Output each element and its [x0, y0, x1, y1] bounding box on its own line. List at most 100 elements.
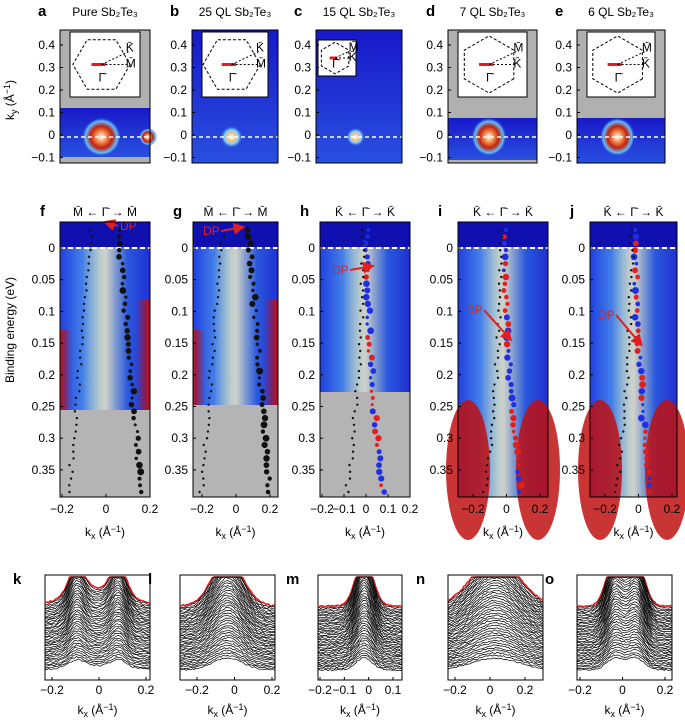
band-dot	[135, 429, 140, 434]
axis-label-part: x	[489, 531, 494, 541]
spectrum	[447, 639, 544, 658]
spectrum	[180, 590, 276, 628]
spectrum	[447, 629, 544, 650]
axis-label-part: k	[340, 703, 347, 717]
band-dot	[263, 469, 270, 475]
band-dot	[202, 463, 205, 467]
spectrum	[317, 639, 403, 660]
axis-label: kx (Å−1)	[215, 524, 255, 541]
band-dot	[249, 300, 256, 307]
spectrum	[317, 647, 403, 665]
axis-label-part: k	[85, 525, 92, 539]
panel-letter: a	[38, 3, 47, 20]
band-dot	[498, 269, 501, 272]
y-tick-label: 0.3	[568, 431, 585, 445]
axis-label: kx (Å−1)	[604, 702, 644, 719]
spectrum	[317, 644, 403, 664]
y-tick-label: 0.3	[38, 61, 55, 75]
band-dot	[491, 410, 495, 413]
band-dot	[133, 443, 138, 447]
band-dot	[361, 302, 365, 306]
band-dot	[353, 410, 356, 413]
band-dot	[260, 429, 266, 434]
spectrum	[317, 615, 403, 644]
map-spot	[81, 117, 122, 157]
axis-label-part: k	[207, 703, 214, 717]
bz-label: Γ̄	[332, 57, 341, 71]
cut-header: K̄ ← Γ̄ → K̄	[604, 205, 664, 219]
band-dot	[258, 349, 262, 353]
frame	[179, 574, 276, 681]
axis-label-part: )	[3, 80, 17, 84]
band-dot	[504, 294, 509, 300]
band-dot	[367, 327, 375, 335]
spectrum	[179, 657, 276, 671]
y-tick-label: 0.4	[38, 38, 55, 52]
frame	[589, 221, 678, 498]
band-dot	[82, 309, 86, 312]
axis-label-part: )	[650, 525, 654, 539]
band-dot	[641, 409, 645, 413]
band-dot	[632, 255, 635, 259]
band-dot	[631, 247, 638, 254]
bz-label: K̄	[642, 57, 650, 71]
band-dot	[622, 430, 625, 433]
spectrum	[179, 612, 276, 642]
cut-header: K̄ ← Γ̄ → K̄	[473, 205, 533, 219]
band-dot	[366, 307, 374, 314]
band-dot	[376, 462, 382, 469]
spectrum	[317, 623, 403, 649]
band-dot	[261, 441, 268, 449]
spectrum	[447, 657, 544, 670]
spectrum	[44, 620, 151, 644]
band-dot	[361, 289, 365, 292]
axis-label-part: −1	[371, 524, 381, 534]
band-dot	[625, 369, 629, 373]
band-dot	[252, 293, 259, 301]
bz-label: M̄	[256, 57, 266, 71]
band-dot	[252, 315, 256, 320]
band-dot	[217, 289, 221, 292]
map-spot	[599, 117, 636, 157]
band-dot	[500, 275, 503, 279]
band-dot	[251, 288, 255, 293]
spectrum	[576, 623, 673, 651]
band-dot	[358, 356, 361, 359]
axis-label-part: )	[121, 525, 125, 539]
panel-title: Pure Sb₂Te₃	[72, 5, 138, 19]
band-dot	[375, 435, 382, 442]
spectrum	[447, 576, 543, 613]
axis-label-part: x	[221, 531, 226, 541]
band-dot	[89, 228, 92, 232]
band-dot	[634, 347, 641, 354]
axis-label: kx (Å−1)	[475, 702, 515, 719]
band-dot	[369, 381, 375, 388]
panel-letter: k	[13, 571, 22, 588]
band-dot	[89, 242, 93, 245]
frame	[59, 29, 151, 164]
band-dot	[627, 295, 630, 299]
band-dot	[369, 376, 373, 380]
band-dot	[376, 449, 382, 455]
spectrum	[44, 596, 151, 627]
band-dot	[122, 301, 128, 307]
spectrum	[447, 649, 544, 664]
band-dot	[366, 341, 372, 347]
spectrum	[45, 611, 151, 637]
band-dot	[251, 281, 256, 286]
band-dot	[364, 300, 372, 308]
band-dot	[633, 294, 639, 300]
band-dot	[85, 289, 88, 292]
spectrum	[576, 620, 673, 649]
spectrum	[179, 584, 276, 624]
y-tick-label: 0.15	[430, 336, 454, 350]
spectrum	[576, 631, 673, 656]
axis-label-part: −1	[366, 702, 376, 712]
spectrum	[576, 646, 673, 665]
band-dot	[506, 368, 513, 374]
y-tick-label: 0.25	[292, 400, 316, 414]
band-dot	[68, 490, 71, 494]
band-dot	[511, 402, 517, 408]
panel-letter: e	[555, 3, 563, 20]
spectrum	[317, 587, 403, 627]
